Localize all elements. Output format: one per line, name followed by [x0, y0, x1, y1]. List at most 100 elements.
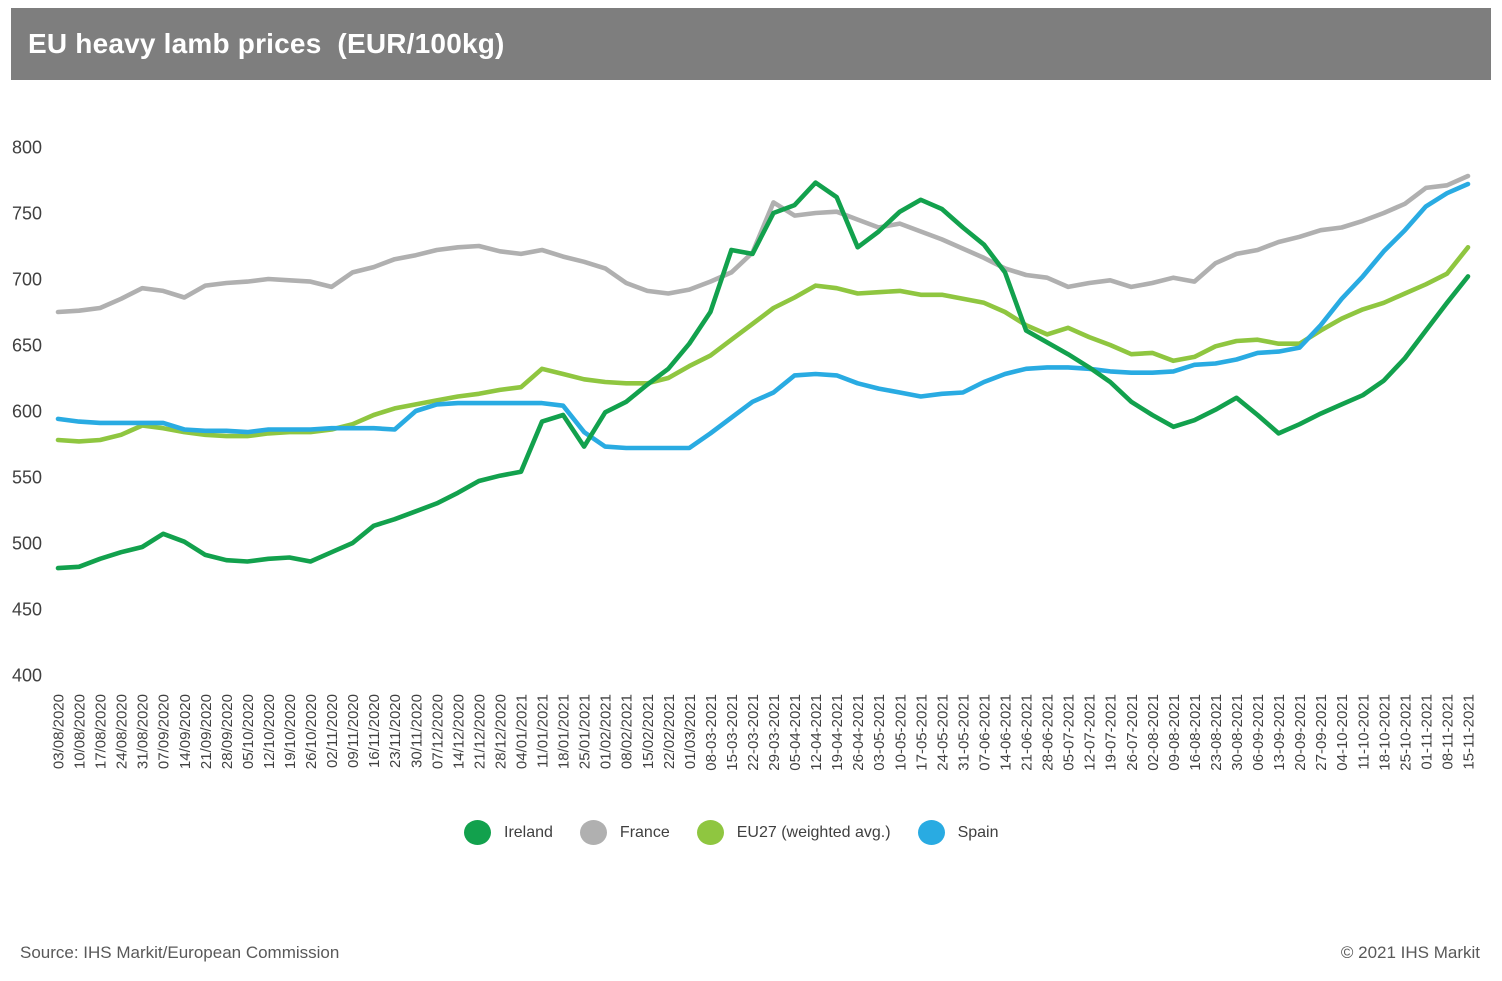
x-axis-tick-label: 03/08/2020 — [51, 694, 68, 769]
x-axis-tick-label: 10/08/2020 — [72, 694, 89, 769]
x-axis-tick-label: 28/09/2020 — [219, 694, 236, 769]
legend-item-spain: Spain — [917, 820, 999, 845]
x-axis-tick-label: 12-07-2021 — [1082, 694, 1099, 771]
y-axis-tick-label: 700 — [12, 270, 42, 290]
x-axis-tick-label: 08/02/2021 — [619, 694, 636, 769]
x-axis-tick-label: 26/10/2020 — [303, 694, 320, 769]
x-axis-tick-label: 18/01/2021 — [556, 694, 573, 769]
x-axis-tick-label: 05/10/2020 — [240, 694, 257, 769]
series-line-eu27-weighted-avg — [55, 245, 1471, 444]
series-line-france — [55, 173, 1471, 315]
x-axis-tick-label: 23-08-2021 — [1208, 694, 1225, 771]
x-axis-tick-label: 29-03-2021 — [766, 694, 783, 771]
x-axis-tick-label: 14/09/2020 — [177, 694, 194, 769]
legend-dot — [696, 820, 724, 845]
x-axis-tick-label: 26-04-2021 — [850, 694, 867, 771]
x-axis-tick-label: 28/12/2020 — [492, 694, 509, 769]
y-axis-tick-label: 500 — [12, 534, 42, 554]
legend-dot — [464, 820, 491, 845]
x-axis-tick-label: 09-08-2021 — [1166, 694, 1183, 771]
legend-dot — [579, 820, 607, 845]
x-axis-tick-label: 12/10/2020 — [261, 694, 278, 769]
x-axis-tick-label: 31/08/2020 — [135, 694, 152, 769]
x-axis-tick-label: 03-05-2021 — [871, 694, 888, 771]
legend-label: France — [619, 823, 670, 841]
x-axis-tick-label: 22/02/2021 — [661, 694, 678, 769]
x-axis-tick-label: 10-05-2021 — [892, 694, 909, 771]
x-axis-tick-label: 05-07-2021 — [1061, 694, 1078, 771]
legend-item-ireland: Ireland — [464, 820, 553, 845]
series-line-spain — [55, 181, 1471, 451]
x-axis-tick-label: 17/08/2020 — [93, 694, 110, 769]
x-axis-tick-label: 25/01/2021 — [577, 694, 594, 769]
x-axis-tick-label: 21/12/2020 — [471, 694, 488, 769]
x-axis-tick-label: 05-04-2021 — [787, 694, 804, 771]
x-axis-tick-label: 27-09-2021 — [1313, 694, 1330, 771]
x-axis-tick-label: 08-11-2021 — [1440, 694, 1457, 770]
x-axis-tick-label: 18-10-2021 — [1376, 694, 1393, 771]
x-axis-tick-label: 04-10-2021 — [1334, 694, 1351, 771]
x-axis-tick-label: 16/11/2020 — [366, 694, 383, 768]
y-axis-tick-label: 650 — [12, 336, 42, 356]
x-axis-tick-label: 24/08/2020 — [114, 694, 131, 769]
x-axis-tick-label: 17-05-2021 — [913, 694, 930, 771]
x-axis-tick-label: 24-05-2021 — [934, 694, 951, 771]
x-axis-tick-label: 01-11-2021 — [1418, 694, 1435, 770]
x-axis-tick-label: 06-09-2021 — [1250, 694, 1267, 771]
x-axis-tick-label: 07/12/2020 — [429, 694, 446, 769]
x-axis-tick-label: 02-08-2021 — [1145, 694, 1162, 771]
y-axis-tick-label: 400 — [12, 666, 42, 686]
x-axis-tick-label: 04/01/2021 — [514, 694, 531, 769]
x-axis-tick-label: 13-09-2021 — [1271, 694, 1288, 771]
x-axis-tick-label: 19-07-2021 — [1103, 694, 1120, 771]
x-axis-tick-label: 08-03-2021 — [703, 694, 720, 771]
x-axis-tick-label: 01/02/2021 — [598, 694, 615, 769]
legend-dot — [917, 820, 945, 845]
x-axis-tick-label: 21-06-2021 — [1019, 694, 1036, 771]
x-axis-tick-label: 25-10-2021 — [1397, 694, 1414, 771]
footer: Source: IHS Markit/European Commission ©… — [0, 941, 1502, 971]
x-axis-tick-label: 07/09/2020 — [156, 694, 173, 769]
x-axis-tick-label: 09/11/2020 — [345, 694, 362, 768]
legend-label: EU27 (weighted avg.) — [736, 823, 891, 841]
y-axis-tick-label: 550 — [12, 468, 42, 488]
copyright-text: © 2021 IHS Markit — [1340, 943, 1480, 962]
x-axis-tick-label: 14-06-2021 — [998, 694, 1015, 771]
x-axis-tick-label: 20-09-2021 — [1292, 694, 1309, 771]
legend-label: Ireland — [504, 823, 553, 841]
x-axis-tick-label: 28-06-2021 — [1040, 694, 1057, 771]
x-axis-tick-label: 07-06-2021 — [977, 694, 994, 771]
x-axis-tick-label: 15/02/2021 — [640, 694, 657, 769]
y-axis-tick-label: 750 — [12, 204, 42, 224]
x-axis-tick-label: 15-11-2021 — [1461, 694, 1478, 770]
y-axis-tick-label: 600 — [12, 402, 42, 422]
chart-legend: Ireland France EU27 (weighted avg.) Spain — [464, 820, 999, 845]
x-axis-tick-label: 14/12/2020 — [450, 694, 467, 769]
source-text: Source: IHS Markit/European Commission — [20, 943, 340, 962]
page-title: EU heavy lamb prices (EUR/100kg) — [28, 28, 505, 59]
x-axis-tick-label: 26-07-2021 — [1124, 694, 1141, 771]
x-axis-tick-label: 16-08-2021 — [1187, 694, 1204, 771]
x-axis-tick-label: 11/01/2021 — [535, 694, 552, 768]
x-axis-tick-label: 22-03-2021 — [745, 694, 762, 771]
x-axis-tick-label: 23/11/2020 — [387, 694, 404, 768]
x-axis-tick-label: 12-04-2021 — [808, 694, 825, 771]
title-bar: EU heavy lamb prices (EUR/100kg) — [11, 8, 1491, 80]
x-axis-tick-label: 11-10-2021 — [1355, 694, 1372, 770]
legend-label: Spain — [957, 823, 999, 841]
legend-item-france: France — [579, 820, 670, 845]
x-axis-tick-label: 19-04-2021 — [829, 694, 846, 771]
x-axis-tick-label: 31-05-2021 — [955, 694, 972, 771]
x-axis-tick-label: 15-03-2021 — [724, 694, 741, 771]
y-axis-tick-label: 450 — [12, 600, 42, 620]
legend-item-eu27-weighted-avg: EU27 (weighted avg.) — [696, 820, 891, 845]
series-line-ireland — [55, 180, 1471, 571]
x-axis-tick-label: 19/10/2020 — [282, 694, 299, 769]
x-axis-tick-label: 30-08-2021 — [1229, 694, 1246, 771]
y-axis-tick-label: 800 — [12, 138, 42, 158]
x-axis-tick-label: 02/11/2020 — [324, 694, 341, 768]
x-axis-tick-label: 21/09/2020 — [198, 694, 215, 769]
x-axis-tick-label: 30/11/2020 — [408, 694, 425, 768]
x-axis-tick-label: 01/03/2021 — [682, 694, 699, 769]
